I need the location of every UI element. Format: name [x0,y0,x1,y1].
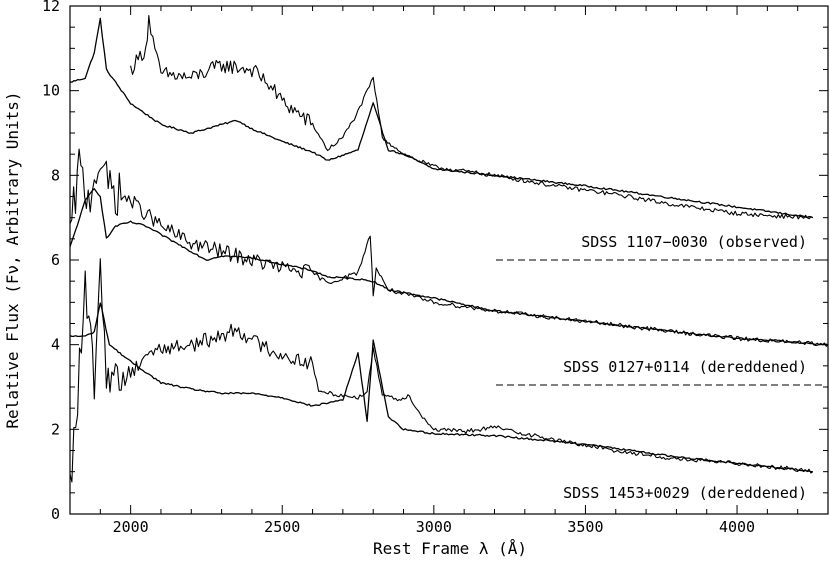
label-sdss-0127: SDSS 0127+0114 (dereddened) [563,358,807,376]
y-tick-label: 0 [51,505,60,523]
label-sdss-1453: SDSS 1453+0029 (dereddened) [563,484,807,502]
y-tick-label: 10 [42,82,60,100]
y-axis-title: Relative Flux (Fν, Arbitrary Units) [3,91,22,428]
x-tick-label: 3500 [567,518,603,536]
spectrum-line-4 [69,148,829,347]
axis-tick-labels: 2000 2500 3000 3500 4000 0 2 4 6 8 10 12 [42,0,755,536]
spectrum-line-1 [69,17,814,219]
plot-frame [69,5,829,515]
y-tick-label: 8 [51,166,60,184]
y-tick-label: 2 [51,420,60,438]
y-tick-label: 4 [51,336,60,354]
x-tick-label: 3000 [416,518,452,536]
spectrum-line-2 [130,15,814,220]
spectrum-line-5 [69,302,813,473]
axis-ticks [69,5,829,515]
x-tick-label: 4000 [719,518,755,536]
y-tick-label: 6 [51,251,60,269]
y-tick-label: 12 [42,0,60,15]
spectrum-line-3 [69,188,829,346]
spectra-series [69,15,829,483]
spectrum-line-6 [69,258,814,483]
x-axis-title: Rest Frame λ (Å) [373,539,527,558]
label-sdss-1107: SDSS 1107−0030 (observed) [581,233,807,251]
x-tick-label: 2000 [113,518,149,536]
x-tick-label: 2500 [264,518,300,536]
